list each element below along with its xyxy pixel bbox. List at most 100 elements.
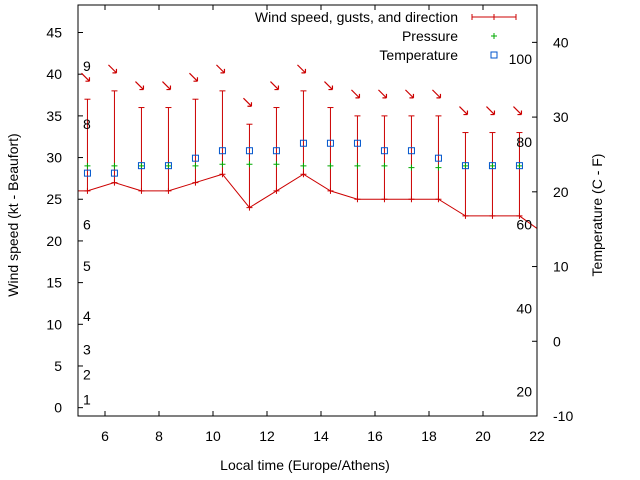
direction-arrow-shape: [270, 81, 280, 91]
direction-arrow-shape: [459, 106, 469, 116]
direction-arrow-shape: [81, 72, 91, 82]
y-tick-label: 15: [46, 275, 62, 291]
y2-tick-label: 30: [553, 109, 569, 125]
y-tick-label: 5: [54, 358, 62, 374]
direction-arrow: [378, 89, 388, 99]
y-tick-label: 30: [46, 150, 62, 166]
x-tick-label: 10: [205, 428, 221, 444]
pressure-point: [516, 162, 523, 169]
plot-frame: [77, 4, 538, 417]
fahrenheit-label: 40: [516, 300, 532, 316]
wind-point: [327, 187, 334, 194]
direction-arrow-shape: [486, 106, 496, 116]
y2-tick-label: -10: [553, 408, 573, 424]
wind-point: [246, 204, 253, 211]
legend-label: Temperature: [379, 47, 458, 63]
direction-arrow-shape: [513, 106, 523, 116]
direction-arrow-shape: [432, 89, 442, 99]
temperature-point: [434, 154, 442, 162]
pressure-point: [489, 162, 496, 169]
direction-arrow-shape: [216, 64, 226, 74]
pressure-point: [327, 162, 334, 169]
x-tick-label: 12: [259, 428, 275, 444]
x-tick-label: 20: [475, 428, 491, 444]
temperature-point: [110, 169, 118, 177]
y-tick-label: 10: [46, 316, 62, 332]
direction-arrow-shape: [378, 89, 388, 99]
axis-ticks: 6 8 10 12 14 16 18 20 22051015202530354045-10010…: [46, 5, 573, 444]
wind-point: [192, 179, 199, 186]
x-tick-label: 8: [155, 428, 163, 444]
y2-axis-label: Temperature (C - F): [589, 154, 605, 277]
wind-point: [462, 212, 469, 219]
temperature-point: [326, 139, 334, 147]
pressure-point: [435, 164, 442, 171]
pressure-point: [246, 161, 253, 168]
temperature-point: [245, 147, 253, 155]
direction-arrow: [432, 89, 442, 99]
temperature-point: [137, 162, 145, 170]
wind-point: [219, 171, 226, 178]
temperature-point: [353, 139, 361, 147]
y2-tick-label: 40: [553, 34, 569, 50]
y2-tick-label: 20: [553, 184, 569, 200]
wind-point: [489, 212, 496, 219]
fahrenheit-label: 60: [516, 217, 532, 233]
pressure-point: [165, 162, 172, 169]
direction-arrow: [189, 72, 199, 82]
x-tick-label: 14: [313, 428, 329, 444]
wind-point: [111, 179, 118, 186]
y-tick-label: 20: [46, 233, 62, 249]
beaufort-label: 8: [83, 116, 91, 132]
pressure-point: [273, 161, 280, 168]
direction-arrow-shape: [189, 72, 199, 82]
x-tick-label: 16: [367, 428, 383, 444]
pressure-point: [192, 162, 199, 169]
wind-point: [408, 196, 415, 203]
pressure-point: [138, 162, 145, 169]
direction-arrow: [324, 81, 334, 91]
legend-label: Wind speed, gusts, and direction: [255, 9, 458, 25]
temperature-point: [272, 147, 280, 155]
beaufort-label: 2: [83, 366, 91, 382]
direction-arrow: [486, 106, 496, 116]
y-axis-label: Wind speed (kt - Beaufort): [5, 133, 21, 296]
pressure-point: [408, 164, 415, 171]
y-tick-label: 45: [46, 25, 62, 41]
plot-series: [78, 64, 538, 229]
direction-arrow-shape: [243, 97, 253, 107]
direction-arrow-shape: [162, 81, 172, 91]
legend-swatch-pressure: [491, 33, 497, 39]
pressure-point: [300, 162, 307, 169]
direction-arrow-shape: [135, 81, 145, 91]
temperature-point: [191, 154, 199, 162]
beaufort-label: 5: [83, 258, 91, 274]
direction-arrow: [135, 81, 145, 91]
pressure-point: [381, 162, 388, 169]
wind-point: [84, 187, 91, 194]
temperature-point: [380, 147, 388, 155]
beaufort-label: 3: [83, 341, 91, 357]
beaufort-label: 9: [83, 58, 91, 74]
pressure-point: [462, 162, 469, 169]
direction-arrow: [216, 64, 226, 74]
direction-arrow: [351, 89, 361, 99]
beaufort-label: 4: [83, 308, 91, 324]
y-tick-label: 25: [46, 191, 62, 207]
direction-arrow: [270, 81, 280, 91]
direction-arrow: [162, 81, 172, 91]
direction-arrow-shape: [108, 64, 118, 74]
direction-arrow: [405, 89, 415, 99]
x-tick-label: 22: [529, 428, 545, 444]
fahrenheit-label: 20: [516, 383, 532, 399]
temperature-point: [515, 162, 523, 170]
wind-point: [138, 187, 145, 194]
direction-arrow: [243, 97, 253, 107]
wind-point: [300, 171, 307, 178]
beaufort-label: 6: [83, 216, 91, 232]
temperature-point: [218, 147, 226, 155]
wind-point: [381, 196, 388, 203]
x-tick-label: 18: [421, 428, 437, 444]
direction-arrow: [81, 72, 91, 82]
